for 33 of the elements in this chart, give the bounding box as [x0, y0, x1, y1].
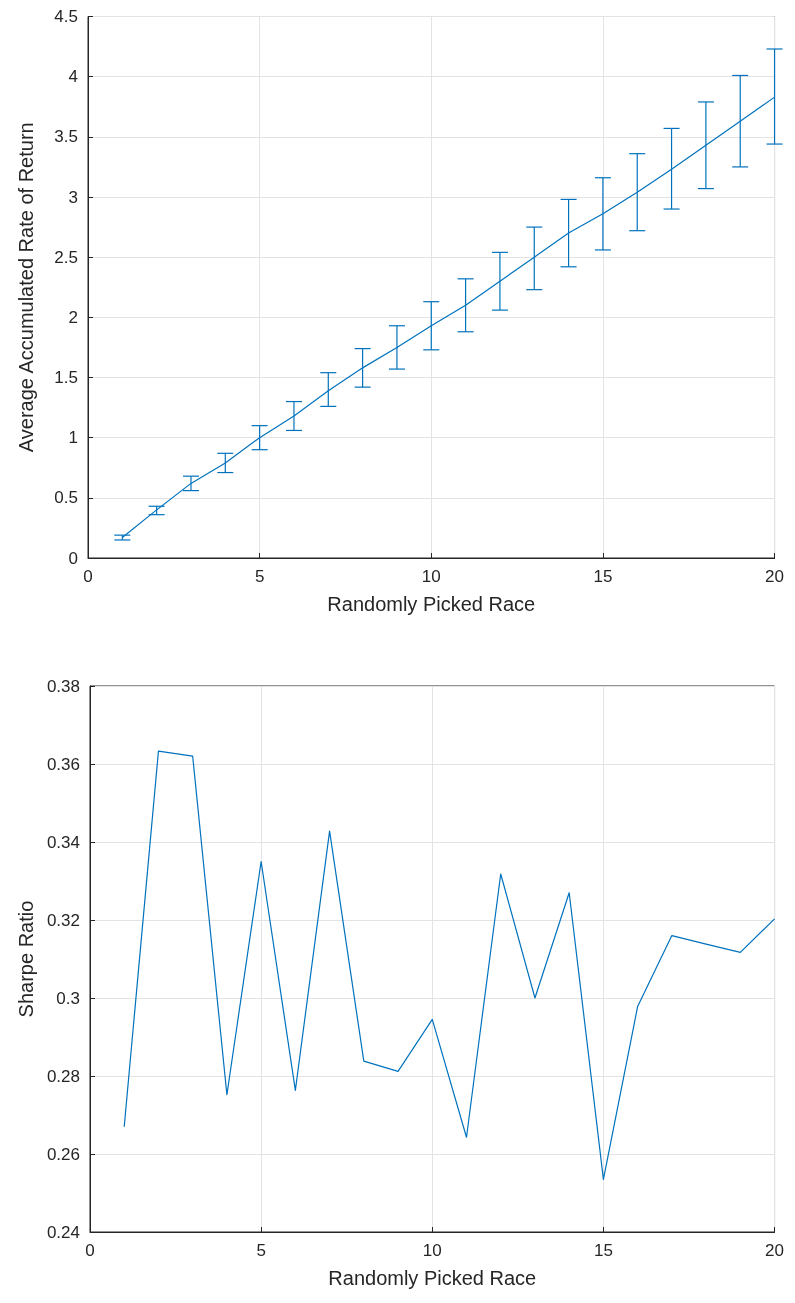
y-tick-label: 0.26	[46, 1144, 80, 1164]
y-tick-label: 0.34	[46, 832, 80, 852]
y-tick-label: 4.5	[54, 7, 78, 26]
x-tick-label: 10	[422, 1241, 442, 1260]
y-tick-label: 0.36	[46, 754, 80, 774]
y-axis-title: Average Accumulated Rate of Return	[15, 122, 37, 453]
line-series	[123, 750, 776, 1180]
x-tick-label: 0	[83, 567, 93, 586]
y-tick-label: 2	[68, 307, 78, 327]
y-tick-label: 2.5	[54, 247, 78, 267]
y-tick-label: 1.5	[54, 368, 78, 387]
x-tick-label: 5	[256, 1241, 266, 1260]
x-tick-label: 15	[593, 1241, 613, 1260]
y-tick-label: 3	[68, 187, 78, 207]
x-axis-title: Randomly Picked Race	[328, 1267, 537, 1289]
y-tick-label: 0.3	[56, 988, 80, 1008]
y-tick-label: 0.24	[46, 1222, 80, 1242]
y-tick-label: 0.38	[46, 676, 80, 696]
y-tick-label: 0.5	[54, 488, 78, 508]
x-tick-label: 10	[421, 567, 441, 586]
x-tick-label: 5	[254, 567, 265, 586]
x-tick-label: 0	[85, 1241, 95, 1260]
y-tick-label: 3.5	[54, 127, 78, 147]
x-tick-label: 15	[593, 567, 613, 586]
y-tick-label: 1	[68, 428, 78, 448]
x-tick-label: 20	[765, 1241, 785, 1260]
y-tick-label: 0.28	[46, 1066, 80, 1086]
x-axis-title: Randomly Picked Race	[327, 593, 536, 615]
y-tick-label: 0.32	[46, 910, 80, 930]
y-tick-label: 0	[68, 548, 78, 568]
y-tick-label: 4	[68, 67, 78, 87]
y-axis-title: Sharpe Ratio	[15, 900, 37, 1018]
x-tick-label: 20	[765, 567, 785, 586]
